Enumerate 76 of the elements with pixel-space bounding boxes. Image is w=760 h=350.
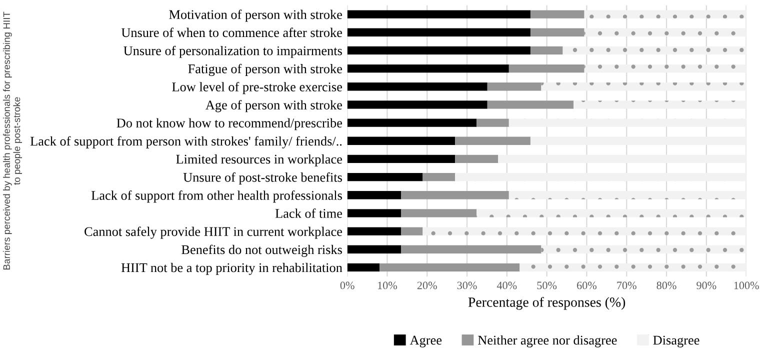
y-tick-label: Age of person with stroke [206, 100, 342, 112]
y-tick-label: HIIT not be a top priority in rehabilitation [121, 262, 342, 275]
bar [476, 209, 746, 218]
bar [584, 10, 746, 18]
y-tick-label: Motivation of person with stroke [169, 10, 342, 22]
bar [508, 191, 746, 200]
y-tick-label: Cannot safely provide HIIT in current workplace [84, 226, 342, 239]
x-axis-title: Percentage of responses (%) [468, 296, 626, 310]
y-tick-label: Do not know how to recommend/prescribe [116, 118, 342, 130]
bar [401, 245, 542, 254]
y-tick-label: Unsure of personalization to impairments [124, 46, 342, 58]
bar [401, 191, 509, 200]
x-tick-label: 50% [537, 282, 557, 290]
bar [584, 28, 746, 36]
y-tick-label: Unsure of when to commence after stroke [121, 28, 342, 38]
x-tick-label: 40% [496, 282, 517, 290]
bar [347, 10, 530, 18]
x-tick-label: 90% [696, 282, 716, 290]
bar [347, 191, 402, 200]
y-tick-label: Limited resources in workplace [176, 154, 342, 166]
y-tick-label: Low level of pre-stroke exercise [172, 82, 342, 94]
y-tick-label: Fatigue of person with stroke [188, 64, 342, 76]
bar [347, 100, 488, 109]
x-tick-label: 20% [417, 282, 437, 290]
x-tick-label: 30% [457, 282, 477, 290]
bar [530, 28, 584, 36]
bar [422, 172, 456, 182]
bar [508, 118, 746, 127]
bar [541, 245, 746, 254]
y-tick-label: Unsure of post-stroke benefits [183, 172, 342, 184]
bar [584, 64, 746, 73]
bar [347, 136, 456, 145]
bar [541, 82, 746, 91]
bar [487, 82, 542, 91]
bar [347, 209, 402, 218]
x-tick-label: 100% [734, 282, 759, 290]
y-tick-label: Lack of support from person with strokes' family/ friends/.. [30, 136, 342, 148]
bar [530, 46, 563, 55]
x-tick-label: 60% [577, 282, 597, 290]
bar [508, 64, 584, 73]
y-axis-title: Barriers perceived by health professionals for prescribing HIIT to people post-stroke [3, 12, 22, 270]
bar [347, 245, 402, 254]
y-tick-label: Benefits do not outweigh risks [182, 244, 342, 257]
bar [401, 227, 423, 236]
bar [347, 64, 509, 73]
bar [476, 118, 509, 127]
bar [347, 172, 423, 182]
bar [498, 154, 746, 164]
legend-label: Disagree [653, 336, 700, 348]
bar [422, 227, 746, 236]
bar [455, 154, 498, 164]
x-tick-label: 80% [656, 282, 676, 290]
legend-label: Agree [410, 336, 442, 348]
bar [380, 263, 520, 272]
legend-label: Neither agree nor disagree [478, 335, 617, 348]
bar [562, 46, 746, 55]
x-tick-label: 0% [340, 282, 354, 290]
bar [347, 82, 488, 91]
bar [347, 263, 380, 272]
bar [530, 10, 584, 18]
bar [455, 136, 530, 145]
bar [347, 118, 477, 127]
y-tick-label: Lack of support from other health professionals [91, 190, 342, 203]
y-tick-label: Lack of time [275, 208, 342, 218]
bar [574, 100, 746, 109]
bar [487, 100, 574, 109]
x-tick-label: 10% [378, 282, 398, 290]
bar [347, 28, 530, 36]
x-tick-label: 70% [617, 282, 636, 290]
bar [520, 263, 746, 272]
bar [347, 227, 402, 236]
bar [347, 46, 530, 55]
bar [530, 136, 746, 145]
bar [401, 209, 477, 218]
bar [455, 172, 746, 182]
bar [347, 154, 456, 164]
